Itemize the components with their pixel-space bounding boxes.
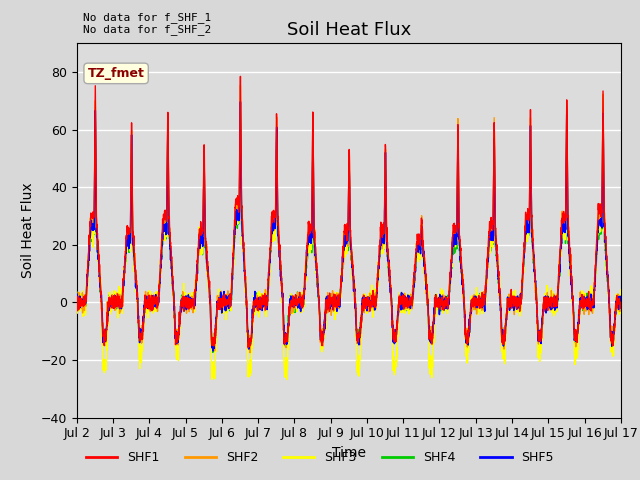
Title: Soil Heat Flux: Soil Heat Flux	[287, 21, 411, 39]
Line: SHF3: SHF3	[77, 101, 621, 380]
Line: SHF2: SHF2	[77, 85, 621, 353]
Text: TZ_fmet: TZ_fmet	[88, 67, 145, 80]
SHF5	[305, 235, 313, 241]
SHF2	[73, 301, 81, 307]
SHF1	[73, 294, 81, 300]
SHF3	[283, 377, 291, 383]
Line: SHF4: SHF4	[77, 112, 621, 352]
SHF1	[548, 298, 556, 304]
SHF2	[607, 335, 614, 340]
SHF3	[73, 289, 81, 295]
SHF4	[617, 307, 625, 313]
SHF2	[282, 336, 290, 341]
SHF2	[135, 323, 143, 329]
SHF3	[607, 340, 614, 346]
SHF4	[73, 300, 81, 305]
SHF2	[246, 350, 254, 356]
SHF1	[135, 327, 143, 333]
SHF4	[282, 338, 290, 344]
SHF2	[237, 82, 244, 88]
SHF1	[244, 345, 252, 350]
SHF2	[305, 231, 313, 237]
SHF1	[282, 335, 290, 340]
SHF5	[209, 348, 217, 354]
X-axis label: Time: Time	[332, 446, 366, 460]
SHF4	[209, 349, 217, 355]
Line: SHF5: SHF5	[77, 102, 621, 351]
SHF5	[617, 298, 625, 304]
SHF3	[237, 98, 244, 104]
SHF2	[167, 253, 175, 259]
SHF5	[167, 256, 175, 262]
SHF5	[73, 298, 81, 304]
SHF5	[282, 336, 290, 342]
Y-axis label: Soil Heat Flux: Soil Heat Flux	[21, 182, 35, 278]
SHF2	[617, 300, 625, 306]
SHF3	[282, 369, 289, 374]
SHF1	[167, 246, 175, 252]
SHF1	[607, 329, 614, 335]
Text: No data for f_SHF_1
No data for f_SHF_2: No data for f_SHF_1 No data for f_SHF_2	[83, 12, 211, 36]
SHF5	[135, 325, 143, 331]
SHF4	[607, 325, 614, 331]
SHF3	[135, 332, 143, 338]
SHF1	[237, 73, 244, 79]
SHF4	[305, 243, 313, 249]
SHF3	[305, 229, 313, 235]
SHF4	[167, 260, 175, 266]
SHF2	[548, 303, 556, 309]
SHF5	[607, 335, 614, 340]
SHF4	[237, 109, 244, 115]
SHF3	[548, 310, 556, 315]
SHF3	[617, 301, 625, 307]
Line: SHF1: SHF1	[77, 76, 621, 348]
Legend: SHF1, SHF2, SHF3, SHF4, SHF5: SHF1, SHF2, SHF3, SHF4, SHF5	[81, 446, 559, 469]
SHF3	[167, 257, 175, 263]
SHF5	[548, 306, 556, 312]
SHF4	[135, 327, 143, 333]
SHF1	[305, 223, 313, 229]
SHF5	[237, 99, 244, 105]
SHF4	[548, 301, 556, 307]
SHF1	[617, 304, 625, 310]
